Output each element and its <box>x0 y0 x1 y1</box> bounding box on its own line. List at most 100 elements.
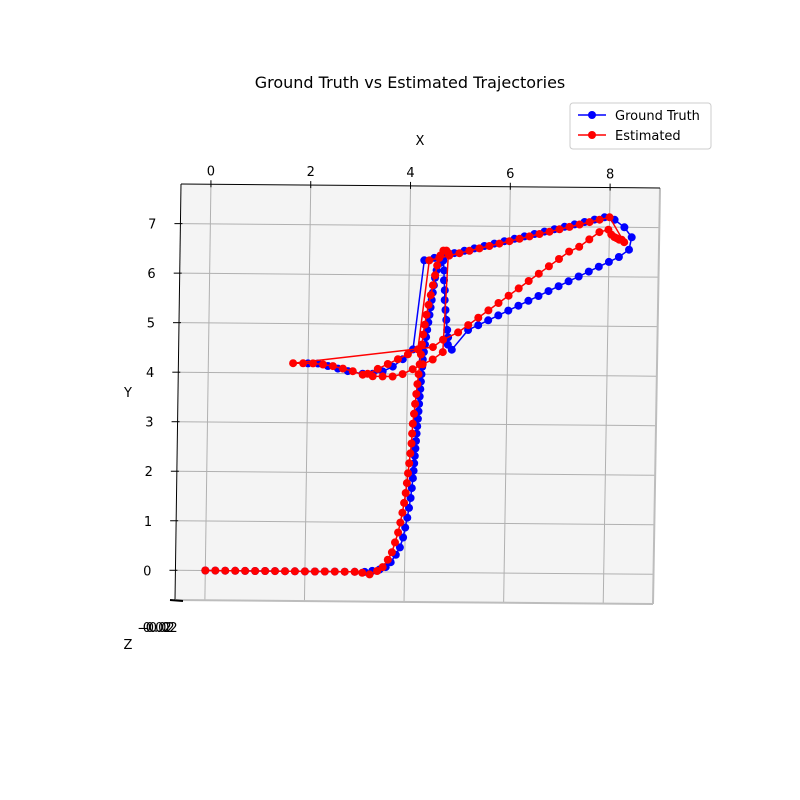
data-point-ground-truth <box>564 277 573 286</box>
left-axis-line <box>174 183 182 601</box>
data-point-estimated <box>407 439 416 448</box>
legend-label-estimated: Estimated <box>615 129 681 144</box>
x-tick-label: 2 <box>307 165 315 180</box>
data-point-estimated <box>398 508 407 517</box>
x-grid-line <box>403 185 412 602</box>
legend: Ground Truth Estimated <box>569 102 712 150</box>
bottom-edge-line <box>174 599 654 605</box>
data-point-estimated <box>439 335 447 344</box>
data-point-estimated <box>485 242 494 250</box>
data-point-estimated <box>251 567 260 575</box>
data-point-ground-truth <box>554 282 563 291</box>
data-point-estimated <box>310 567 319 576</box>
data-point-estimated <box>428 355 437 364</box>
legend-label-ground-truth: Ground Truth <box>615 109 700 124</box>
data-point-estimated <box>408 419 417 428</box>
data-point-ground-truth <box>494 311 503 320</box>
data-point-ground-truth <box>442 315 451 324</box>
data-point-estimated <box>348 367 357 376</box>
data-point-estimated <box>428 343 437 352</box>
data-point-estimated <box>484 306 493 315</box>
data-point-estimated <box>338 364 347 373</box>
y-tick-label: 7 <box>148 218 156 233</box>
right-edge-line <box>652 187 661 605</box>
y-grid-line <box>176 520 655 526</box>
data-point-estimated <box>418 360 427 369</box>
data-point-estimated <box>505 237 514 246</box>
data-point-estimated <box>289 359 298 368</box>
data-point-estimated <box>358 568 367 577</box>
data-point-estimated <box>428 281 437 290</box>
data-point-ground-truth <box>534 292 543 300</box>
data-point-ground-truth <box>440 296 449 305</box>
data-point-estimated <box>525 232 534 241</box>
y-ticks: 0 1 2 3 4 5 6 7 <box>143 218 183 579</box>
data-point-estimated <box>211 566 220 575</box>
data-point-estimated <box>424 300 433 309</box>
data-point-estimated <box>328 362 337 371</box>
x-tick-label: 8 <box>606 168 614 183</box>
data-point-estimated <box>373 567 382 575</box>
data-point-estimated <box>419 330 428 339</box>
data-point-estimated <box>221 566 230 575</box>
data-point-estimated <box>383 360 392 368</box>
data-point-ground-truth <box>443 325 452 334</box>
x-grid-line <box>602 187 611 604</box>
x-axis-label: X <box>416 134 425 149</box>
z-axis-line <box>169 599 184 602</box>
data-point-estimated <box>575 242 584 251</box>
data-point-estimated <box>394 528 403 537</box>
data-point-estimated <box>340 567 349 576</box>
x-grid-line <box>503 186 511 603</box>
y-grid-line <box>178 322 658 328</box>
series-layer <box>201 213 636 579</box>
top-axis-line <box>180 183 661 189</box>
data-point-estimated <box>281 567 289 576</box>
data-point-estimated <box>585 218 594 227</box>
z-axis: -0.02 -0.02 -0.02 <box>138 599 184 636</box>
data-point-estimated <box>575 220 584 229</box>
data-point-estimated <box>410 409 418 418</box>
data-point-estimated <box>271 567 279 576</box>
data-point-estimated <box>373 364 382 373</box>
data-point-ground-truth <box>399 533 408 542</box>
data-point-ground-truth <box>403 513 412 522</box>
data-point-ground-truth <box>440 286 449 295</box>
data-point-estimated <box>474 313 483 322</box>
x-ticks: 0 2 4 6 8 <box>207 164 614 191</box>
data-point-estimated <box>365 570 374 579</box>
data-point-estimated <box>241 566 250 575</box>
y-tick-label: 6 <box>147 267 155 282</box>
data-point-estimated <box>387 548 396 557</box>
data-point-estimated <box>431 271 440 280</box>
data-point-ground-truth <box>395 543 404 552</box>
data-point-estimated <box>455 249 464 258</box>
data-point-estimated <box>391 538 399 547</box>
data-point-ground-truth <box>620 223 629 232</box>
z-tick-label: -0.02 <box>141 621 175 636</box>
z-tick-label: -0.02 <box>138 621 172 636</box>
data-point-estimated <box>435 254 444 262</box>
data-point-estimated <box>401 489 410 497</box>
data-point-ground-truth <box>604 257 613 266</box>
data-point-estimated <box>413 345 422 354</box>
data-point-estimated <box>201 566 210 575</box>
x-grid-line <box>204 184 212 601</box>
data-point-estimated <box>494 299 503 307</box>
data-point-ground-truth <box>627 233 636 242</box>
data-point-estimated <box>299 359 308 368</box>
data-point-ground-truth <box>594 262 603 271</box>
data-point-estimated <box>388 372 397 381</box>
data-point-estimated <box>465 246 474 255</box>
data-point-estimated <box>555 225 564 234</box>
data-point-ground-truth <box>401 523 410 532</box>
data-point-ground-truth <box>524 296 533 305</box>
x-tick-label: 0 <box>207 164 215 179</box>
y-tick-label: 1 <box>144 515 152 530</box>
data-point-estimated <box>515 234 524 243</box>
x-grid-line <box>303 185 312 602</box>
data-point-estimated <box>231 566 240 575</box>
y-tick-label: 5 <box>147 317 155 332</box>
y-tick-label: 2 <box>145 465 153 480</box>
